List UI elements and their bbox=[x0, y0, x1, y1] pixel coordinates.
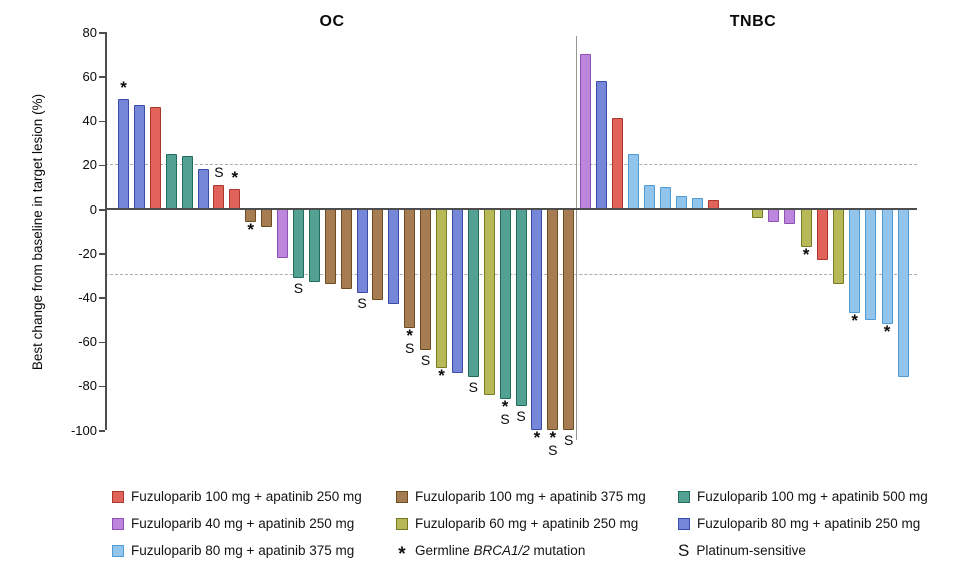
brca-marker: * bbox=[851, 310, 858, 330]
platinum-marker: S bbox=[405, 340, 415, 357]
brca-marker: * bbox=[120, 77, 127, 97]
y-tick-label: -40 bbox=[78, 289, 97, 305]
y-tick-label: -20 bbox=[78, 245, 97, 261]
brca-marker: * bbox=[549, 428, 557, 447]
legend-label: Platinum-sensitive bbox=[696, 543, 806, 558]
y-tick-label: 40 bbox=[82, 113, 97, 129]
y-tick bbox=[99, 341, 105, 344]
platinum-marker: S bbox=[564, 432, 574, 448]
y-tick bbox=[99, 385, 105, 388]
reference-line bbox=[105, 163, 917, 165]
legend-label: Fuzuloparib 100 mg + apatinib 375 mg bbox=[415, 489, 646, 504]
brca-marker: * bbox=[247, 220, 254, 240]
platinum-marker: S bbox=[420, 352, 431, 369]
brca-marker: * bbox=[883, 321, 891, 341]
platinum-marker: S bbox=[214, 163, 224, 180]
legend-swatch-purple bbox=[112, 517, 124, 530]
legend-item-f80-a250: Fuzuloparib 80 mg + apatinib 250 mg bbox=[678, 515, 920, 532]
brca-marker: * bbox=[406, 326, 413, 346]
legend-swatch-red bbox=[112, 490, 124, 503]
y-tick-label: 20 bbox=[82, 157, 97, 173]
legend-label: Fuzuloparib 100 mg + apatinib 500 mg bbox=[697, 489, 928, 504]
legend-swatch-lightblue bbox=[112, 544, 124, 557]
legend-label: Fuzuloparib 60 mg + apatinib 250 mg bbox=[415, 516, 639, 531]
brca-marker: * bbox=[533, 428, 541, 447]
asterisk-icon: * bbox=[398, 544, 406, 565]
legend-item-f80-a375: Fuzuloparib 80 mg + apatinib 375 mg bbox=[112, 542, 354, 559]
brca-marker: * bbox=[802, 244, 810, 264]
legend-item-f100-a250: Fuzuloparib 100 mg + apatinib 250 mg bbox=[112, 488, 362, 505]
legend-item-platinum: S Platinum-sensitive bbox=[678, 542, 806, 559]
y-tick bbox=[99, 209, 105, 211]
y-tick-label: -80 bbox=[78, 378, 97, 394]
y-tick-label: 0 bbox=[89, 201, 97, 217]
platinum-marker: S bbox=[516, 407, 526, 424]
legend-swatch-olive bbox=[396, 517, 408, 530]
y-axis-line bbox=[105, 32, 107, 430]
brca-gene: BRCA1/2 bbox=[473, 543, 530, 558]
legend-label: Fuzuloparib 100 mg + apatinib 250 mg bbox=[131, 489, 362, 504]
y-tick-label: 80 bbox=[82, 24, 97, 40]
brca-marker: * bbox=[231, 168, 239, 188]
y-tick bbox=[99, 76, 105, 78]
zero-line bbox=[105, 208, 917, 210]
y-tick bbox=[99, 430, 105, 432]
legend-item-brca: * Germline BRCA1/2 mutation bbox=[396, 542, 585, 565]
panel-separator bbox=[576, 36, 578, 440]
y-tick bbox=[99, 164, 105, 167]
legend-swatch-brown bbox=[396, 490, 408, 503]
platinum-marker: S bbox=[500, 411, 510, 428]
s-symbol-icon: S bbox=[678, 541, 690, 560]
legend-item-f100-a500: Fuzuloparib 100 mg + apatinib 500 mg bbox=[678, 488, 928, 505]
y-tick bbox=[99, 297, 105, 299]
platinum-marker: S bbox=[293, 279, 304, 296]
tnbc-panel-title: TNBC bbox=[729, 13, 777, 30]
brca-prefix: Germline bbox=[415, 543, 474, 558]
y-tick bbox=[99, 32, 105, 34]
legend-label-brca: Germline BRCA1/2 mutation bbox=[415, 543, 585, 558]
y-tick bbox=[99, 120, 105, 123]
y-tick-label: -60 bbox=[78, 334, 97, 350]
legend-label: Fuzuloparib 40 mg + apatinib 250 mg bbox=[131, 516, 355, 531]
legend-item-f100-a375: Fuzuloparib 100 mg + apatinib 375 mg bbox=[396, 488, 646, 505]
legend-item-f40-a250: Fuzuloparib 40 mg + apatinib 250 mg bbox=[112, 515, 354, 532]
legend-item-f60-a250: Fuzuloparib 60 mg + apatinib 250 mg bbox=[396, 515, 638, 532]
legend-label: Fuzuloparib 80 mg + apatinib 250 mg bbox=[697, 516, 921, 531]
y-tick bbox=[99, 253, 105, 255]
reference-line bbox=[105, 274, 917, 276]
brca-marker: * bbox=[501, 397, 509, 417]
legend-swatch-teal bbox=[678, 490, 690, 503]
legend-label: Fuzuloparib 80 mg + apatinib 375 mg bbox=[131, 543, 355, 558]
platinum-marker: S bbox=[548, 442, 558, 458]
brca-marker: * bbox=[438, 366, 445, 386]
legend-swatch-blueviolet bbox=[678, 517, 690, 530]
brca-suffix: mutation bbox=[529, 543, 586, 558]
y-tick-label: 60 bbox=[82, 68, 97, 84]
y-tick-label: -100 bbox=[70, 422, 97, 438]
platinum-marker: S bbox=[468, 378, 478, 395]
oc-panel-title: OC bbox=[319, 13, 345, 30]
platinum-marker: S bbox=[357, 294, 367, 311]
